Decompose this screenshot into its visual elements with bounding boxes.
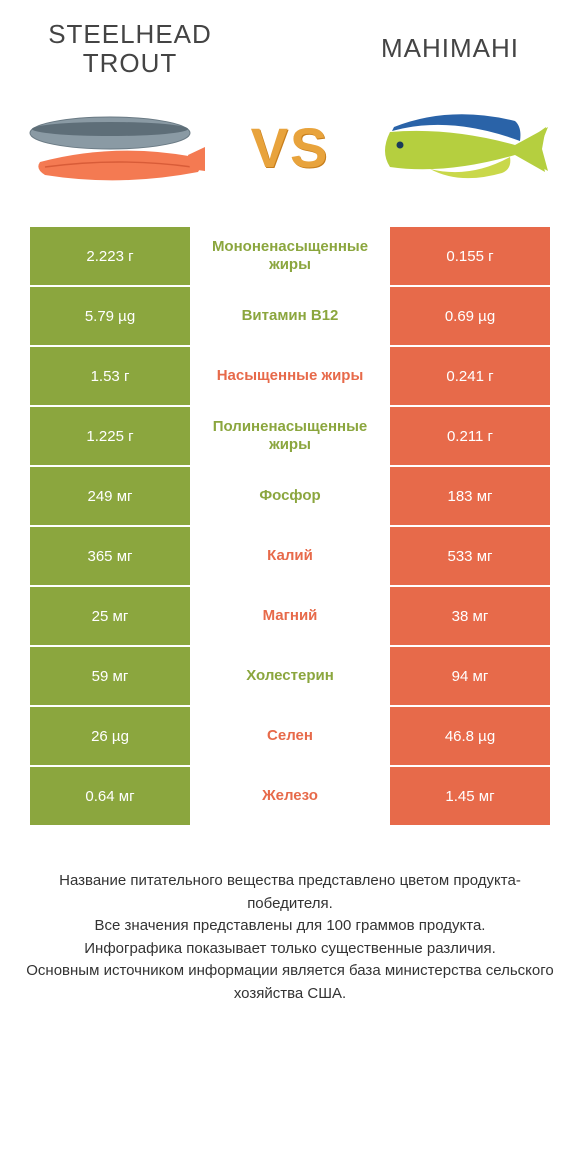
table-row: 1.53 гНасыщенные жиры0.241 г (30, 347, 550, 405)
cell-nutrient-label: Холестерин (190, 647, 390, 705)
mahimahi-image (370, 92, 560, 202)
cell-left-value: 0.64 мг (30, 767, 190, 825)
cell-right-value: 46.8 µg (390, 707, 550, 765)
cell-right-value: 0.155 г (390, 227, 550, 285)
cell-left-value: 59 мг (30, 647, 190, 705)
nutrition-table: 2.223 гМононенасыщенные жиры0.155 г5.79 … (30, 227, 550, 825)
table-row: 249 мгФосфор183 мг (30, 467, 550, 525)
cell-nutrient-label: Селен (190, 707, 390, 765)
cell-left-value: 5.79 µg (30, 287, 190, 345)
cell-nutrient-label: Фосфор (190, 467, 390, 525)
cell-right-value: 0.69 µg (390, 287, 550, 345)
cell-nutrient-label: Калий (190, 527, 390, 585)
cell-right-value: 94 мг (390, 647, 550, 705)
cell-left-value: 1.225 г (30, 407, 190, 465)
cell-left-value: 365 мг (30, 527, 190, 585)
table-row: 1.225 гПолиненасыщенные жиры0.211 г (30, 407, 550, 465)
footer-line-3: Инфографика показывает только существенн… (20, 938, 560, 961)
cell-left-value: 249 мг (30, 467, 190, 525)
cell-left-value: 26 µg (30, 707, 190, 765)
cell-right-value: 533 мг (390, 527, 550, 585)
cell-right-value: 38 мг (390, 587, 550, 645)
footer-line-4: Основным источником информации является … (20, 960, 560, 1005)
table-row: 2.223 гМононенасыщенные жиры0.155 г (30, 227, 550, 285)
footer-notes: Название питательного вещества представл… (0, 870, 580, 1005)
cell-right-value: 183 мг (390, 467, 550, 525)
cell-left-value: 25 мг (30, 587, 190, 645)
title-left: STEELHEAD TROUT (30, 20, 230, 77)
cell-nutrient-label: Насыщенные жиры (190, 347, 390, 405)
table-row: 26 µgСелен46.8 µg (30, 707, 550, 765)
cell-nutrient-label: Мононенасыщенные жиры (190, 227, 390, 285)
cell-nutrient-label: Полиненасыщенные жиры (190, 407, 390, 465)
cell-nutrient-label: Железо (190, 767, 390, 825)
cell-right-value: 0.211 г (390, 407, 550, 465)
cell-nutrient-label: Витамин B12 (190, 287, 390, 345)
table-row: 25 мгМагний38 мг (30, 587, 550, 645)
table-row: 0.64 мгЖелезо1.45 мг (30, 767, 550, 825)
table-row: 59 мгХолестерин94 мг (30, 647, 550, 705)
steelhead-trout-image (20, 92, 210, 202)
cell-left-value: 2.223 г (30, 227, 190, 285)
cell-left-value: 1.53 г (30, 347, 190, 405)
table-row: 365 мгКалий533 мг (30, 527, 550, 585)
vs-badge: VS (251, 115, 330, 180)
table-row: 5.79 µgВитамин B120.69 µg (30, 287, 550, 345)
cell-right-value: 1.45 мг (390, 767, 550, 825)
footer-line-2: Все значения представлены для 100 граммо… (20, 915, 560, 938)
cell-nutrient-label: Магний (190, 587, 390, 645)
cell-right-value: 0.241 г (390, 347, 550, 405)
footer-line-1: Название питательного вещества представл… (20, 870, 560, 915)
title-right: MAHIMAHI (350, 34, 550, 63)
